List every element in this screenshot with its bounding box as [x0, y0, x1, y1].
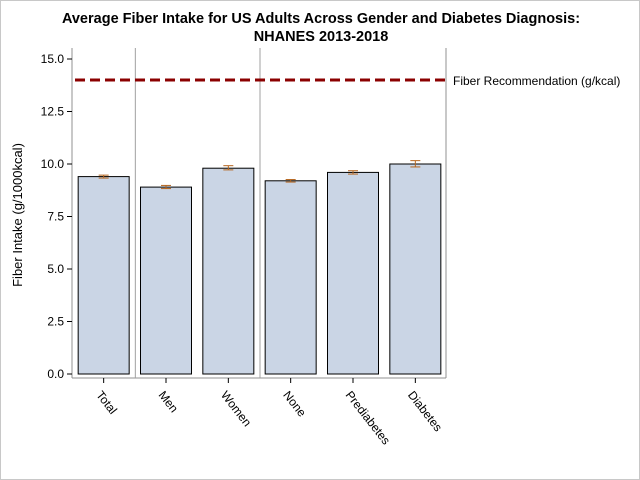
bar: [264, 180, 317, 375]
x-tick-label: Total: [93, 388, 120, 417]
x-tick-label: Diabetes: [405, 388, 445, 434]
y-tick-label: 2.5: [47, 315, 64, 329]
y-tick-label: 7.5: [47, 210, 64, 224]
bar: [389, 163, 442, 375]
y-tick-label: 5.0: [47, 262, 64, 276]
y-tick-label: 15.0: [41, 52, 65, 66]
x-tick-label: Prediabetes: [343, 388, 393, 447]
plot-area: 0.0 2.5 5.0 7.5 10.0 12.5 15.0 Total Men Women Non…: [41, 48, 620, 447]
y-tick-label: 12.5: [41, 105, 65, 119]
chart-subtitle: NHANES 2013-2018: [253, 29, 389, 45]
reference-line-label: Fiber Recommendation (g/kcal): [453, 74, 620, 88]
y-tick-label: 10.0: [41, 157, 65, 171]
bar: [202, 167, 255, 375]
bar: [77, 176, 130, 375]
y-tick-label: 0.0: [47, 367, 64, 381]
bar: [327, 171, 379, 375]
x-tick-label: Men: [156, 388, 181, 415]
y-axis-label: Fiber Intake (g/1000kcal): [10, 143, 25, 287]
bar: [140, 186, 192, 375]
chart-title: Average Fiber Intake for US Adults Acros…: [61, 11, 581, 27]
x-tick-label: Women: [218, 388, 254, 429]
x-tick-label: None: [280, 388, 309, 419]
